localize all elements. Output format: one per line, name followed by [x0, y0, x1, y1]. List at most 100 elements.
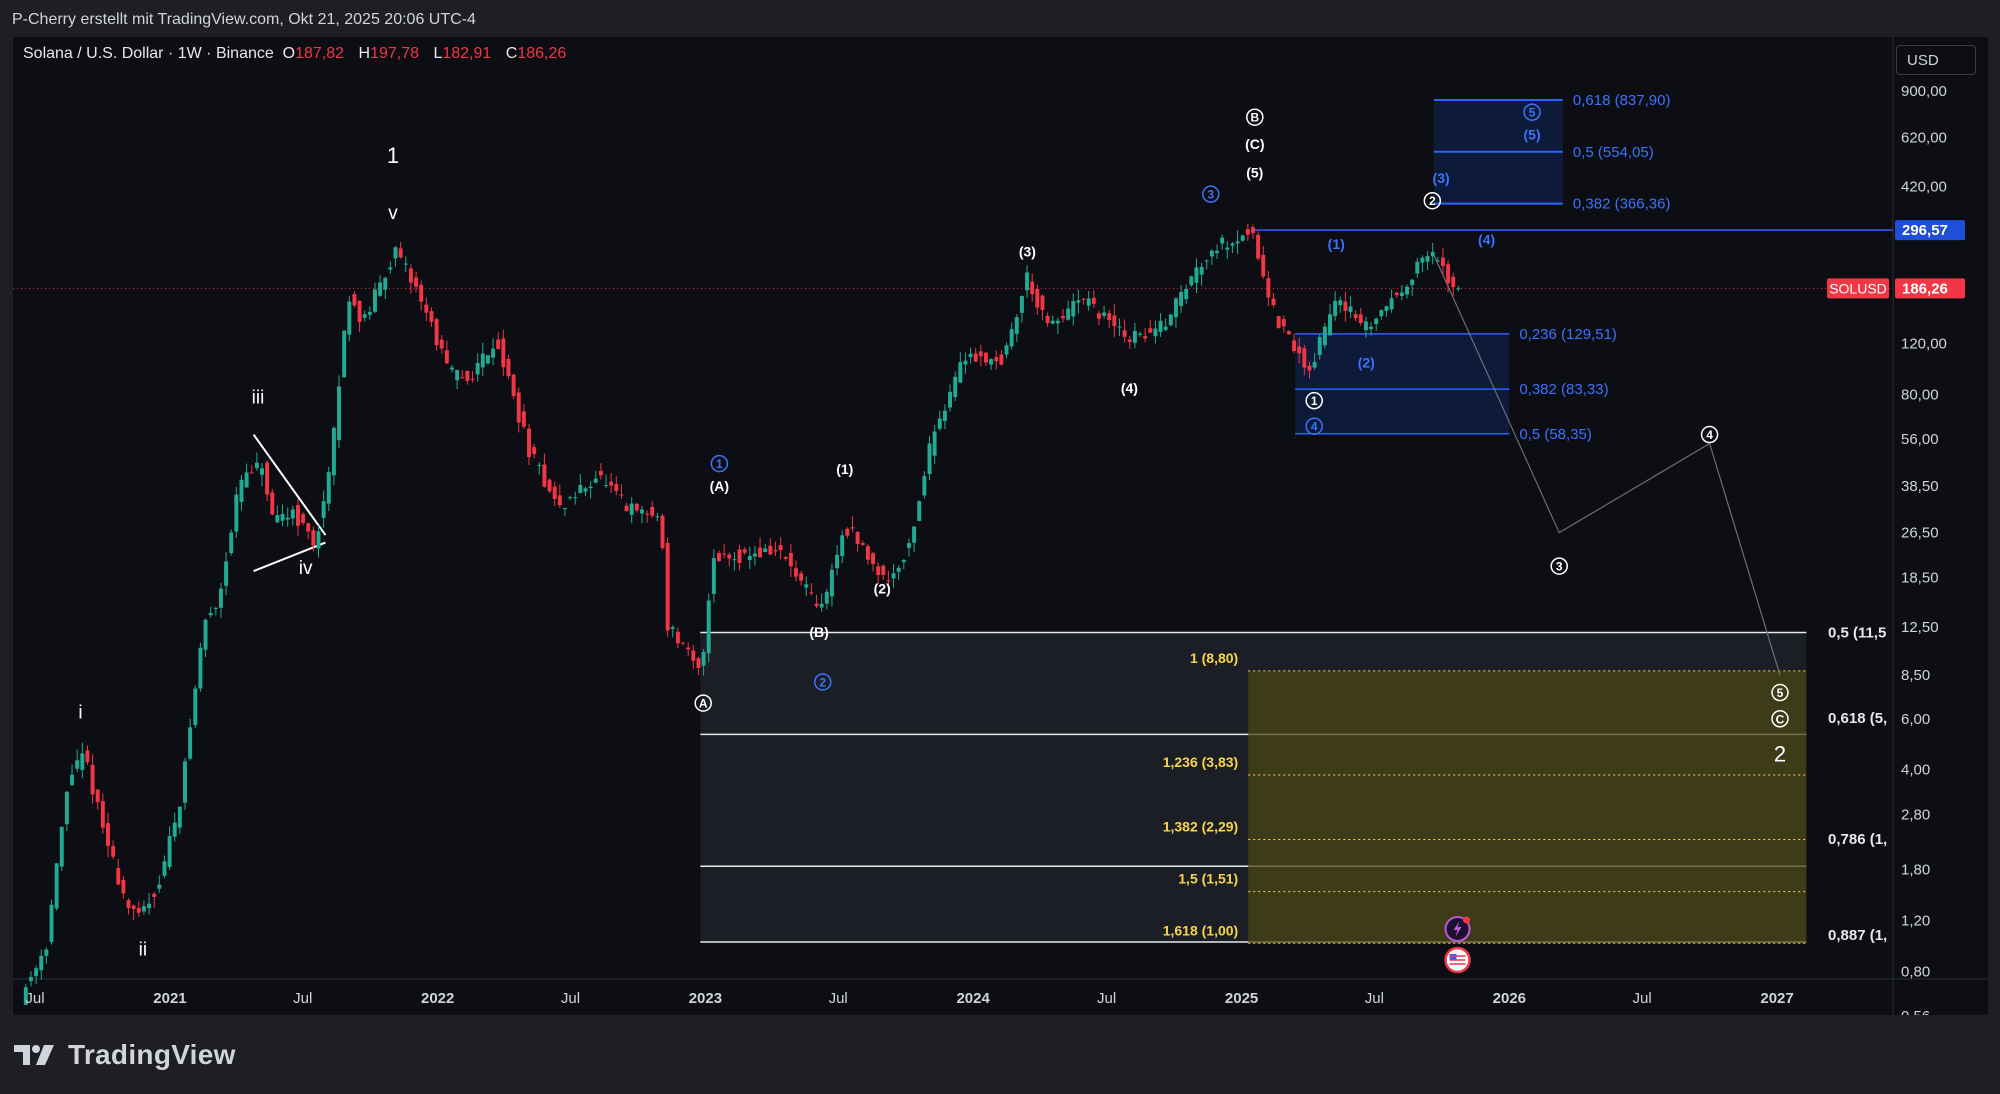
candle-body: [778, 545, 783, 551]
candle-body: [763, 548, 768, 552]
candle-body: [532, 447, 537, 455]
y-tick-label: 8,50: [1901, 667, 1930, 684]
candle-body: [1102, 312, 1107, 316]
candle-body: [1025, 272, 1030, 291]
candle-body: [732, 559, 737, 561]
candle-body: [1379, 310, 1384, 317]
wave-label: i: [78, 703, 82, 724]
y-tick-label: 38,50: [1901, 478, 1939, 495]
fib-retracement-zone[interactable]: [1295, 333, 1510, 434]
candle-body: [1189, 276, 1194, 286]
us-flag-event-icon[interactable]: [1444, 946, 1471, 974]
candle-body: [234, 494, 239, 532]
candle-body: [891, 573, 896, 579]
candle-body: [1271, 298, 1276, 306]
candle-body: [783, 556, 788, 559]
wave-label: iii: [252, 387, 265, 408]
lightning-event-icon[interactable]: [1444, 916, 1471, 942]
fib-target-label: 0,382 (366,36): [1573, 196, 1671, 213]
candle-body: [958, 362, 963, 383]
candle-body: [1076, 300, 1081, 303]
triangle-trendline[interactable]: [252, 433, 327, 536]
candle-body: [64, 791, 69, 825]
wave-label: B: [1250, 111, 1259, 125]
candle-body: [819, 603, 824, 608]
candle-body: [1384, 306, 1389, 311]
y-tick-label: 1,80: [1901, 862, 1930, 879]
candle-body: [701, 651, 706, 666]
candle-body: [788, 553, 793, 567]
candle-body: [188, 727, 193, 759]
candle-body: [100, 801, 105, 828]
candle-body: [1194, 267, 1199, 283]
candle-body: [881, 565, 886, 575]
candle-body: [973, 353, 978, 362]
candle-body: [1030, 281, 1035, 295]
candle-body: [1066, 308, 1071, 320]
candle-body: [1086, 298, 1091, 306]
wave-label-circle: [1771, 683, 1789, 702]
fib-extension-zone[interactable]: [1248, 670, 1807, 944]
fib-box-level-label: 0,887 (1,: [1828, 927, 1887, 944]
wave-projection-path[interactable]: [1431, 251, 1781, 676]
candle-body: [537, 464, 542, 466]
candle-body: [260, 468, 264, 475]
candle-body: [1143, 336, 1148, 339]
y-tick-label: 620,00: [1901, 130, 1947, 147]
wave-label-circle: [1305, 417, 1323, 435]
candle-body: [824, 591, 829, 604]
wave-label: 3: [1556, 560, 1563, 574]
candle-body: [609, 481, 614, 486]
candle-body: [1245, 229, 1250, 235]
brand-footer[interactable]: TradingView: [14, 1038, 236, 1072]
candle-body: [927, 443, 932, 475]
candle-body: [90, 764, 95, 795]
x-tick-label: 2025: [1225, 990, 1258, 1007]
candle-body: [871, 553, 875, 564]
y-tick-label: 420,00: [1901, 178, 1947, 195]
candle-body: [1317, 337, 1322, 356]
wave-label: 4: [1311, 420, 1318, 434]
candle-body: [480, 353, 485, 368]
currency-selector[interactable]: USD: [1896, 45, 1976, 75]
candle-body: [614, 484, 619, 491]
y-tick-label: 56,00: [1901, 431, 1939, 448]
candle-body: [496, 339, 501, 350]
candle-body: [419, 284, 424, 302]
candle-body: [1163, 326, 1168, 330]
candle-body: [655, 516, 660, 518]
wave-label-circle: [710, 454, 729, 473]
triangle-trendline[interactable]: [253, 541, 326, 573]
candle-body: [906, 543, 911, 548]
wave-label: (2): [1358, 355, 1375, 371]
candle-body: [1415, 261, 1420, 274]
wave-label-circle: [1202, 185, 1220, 203]
wave-label: 1: [387, 143, 399, 168]
candle-body: [1173, 298, 1178, 318]
candle-body: [141, 906, 146, 912]
price-chart[interactable]: 0,5 (11,5 0,618 (5, 0,786 (1, 0,887 (1, 1 (8…: [13, 37, 1988, 1015]
candle-body: [244, 472, 249, 488]
y-tick-label: 120,00: [1901, 335, 1947, 352]
candle-body: [568, 497, 573, 499]
chart-area[interactable]: 0,5 (11,5 0,618 (5, 0,786 (1, 0,887 (1, 1 (8…: [13, 37, 1988, 1015]
brand-name: TradingView: [68, 1039, 236, 1070]
candle-body: [1266, 278, 1271, 298]
candle-body: [506, 358, 511, 377]
candle-body: [239, 479, 244, 503]
candle-body: [326, 472, 331, 504]
legend-symbol: Solana / U.S. Dollar · 1W · Binance: [23, 45, 274, 62]
wave-label: (3): [1019, 243, 1036, 259]
candle-body: [198, 647, 203, 689]
candle-body: [963, 360, 968, 365]
candle-body: [814, 603, 819, 607]
candle-body: [208, 613, 213, 616]
wave-label: 1: [716, 457, 723, 471]
candle-body: [994, 357, 999, 362]
candle-body: [670, 627, 675, 629]
candle-body: [183, 761, 187, 803]
candle-body: [311, 530, 316, 546]
candle-body: [1374, 318, 1379, 325]
x-tick-label: 2021: [153, 990, 186, 1007]
wave-label: 2: [1429, 194, 1436, 208]
